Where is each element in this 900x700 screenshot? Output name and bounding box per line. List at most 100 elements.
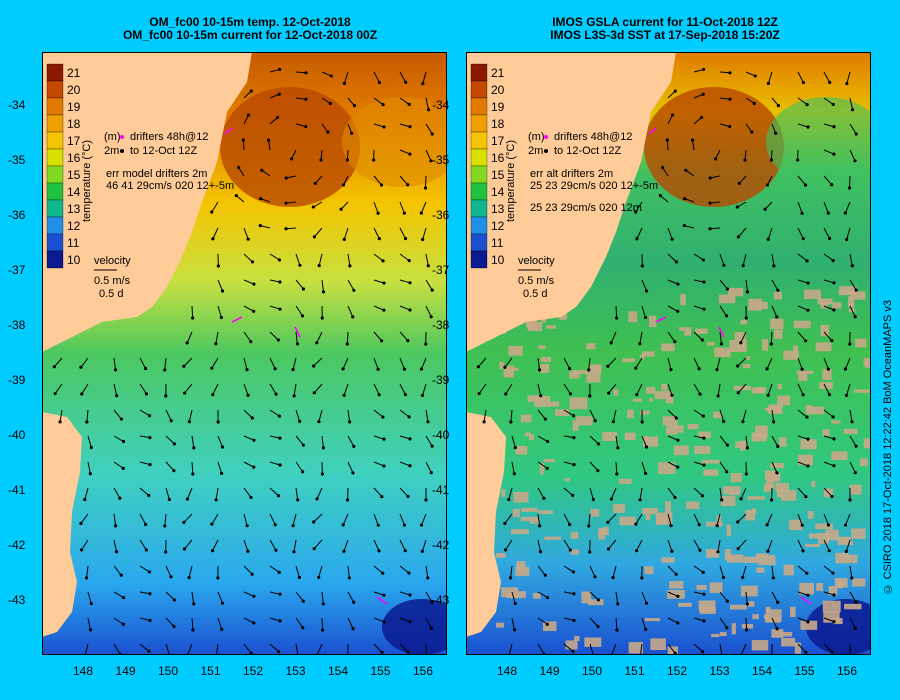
current-vector bbox=[771, 305, 778, 318]
current-vector bbox=[693, 487, 703, 497]
current-vector bbox=[343, 383, 349, 396]
current-vector-head bbox=[568, 392, 573, 396]
current-vector bbox=[767, 383, 773, 396]
current-vector-head bbox=[119, 417, 124, 421]
current-vector bbox=[477, 357, 487, 368]
current-vector-head bbox=[172, 624, 176, 629]
current-vector bbox=[589, 565, 596, 578]
cloud-mask bbox=[512, 508, 520, 518]
current-vector-head bbox=[342, 549, 346, 553]
drifter-legend: (m) drifters 48h@12 2m to 12-Oct 12Z err mod… bbox=[104, 131, 234, 192]
cloud-mask bbox=[686, 501, 700, 510]
current-vector-head bbox=[278, 67, 282, 72]
current-vector-head bbox=[121, 622, 125, 626]
current-vector-head bbox=[725, 599, 729, 603]
current-vector bbox=[188, 565, 193, 578]
current-vector bbox=[191, 435, 195, 448]
current-vector bbox=[719, 123, 730, 128]
current-vector bbox=[399, 175, 409, 186]
current-vector bbox=[269, 409, 280, 417]
current-vector bbox=[823, 383, 830, 395]
current-vector bbox=[823, 487, 833, 497]
current-vector bbox=[738, 175, 747, 184]
current-vector bbox=[399, 487, 409, 497]
cloud-mask bbox=[835, 552, 849, 564]
cloud-mask bbox=[574, 635, 580, 642]
current-vector-head bbox=[850, 420, 854, 424]
current-vector bbox=[373, 643, 383, 653]
cloud-mask bbox=[807, 511, 814, 519]
current-vector-head bbox=[741, 419, 745, 424]
current-vector-head bbox=[430, 444, 434, 448]
current-vector-head bbox=[713, 157, 718, 161]
current-vector bbox=[823, 305, 835, 311]
current-vector-head bbox=[214, 342, 218, 346]
cloud-mask bbox=[838, 289, 856, 295]
current-vector bbox=[846, 227, 851, 240]
current-vector-head bbox=[750, 130, 754, 134]
cloud-mask bbox=[511, 367, 519, 371]
current-vector bbox=[709, 227, 721, 230]
cloud-mask bbox=[864, 363, 871, 368]
current-vector bbox=[823, 253, 834, 262]
current-vector-head bbox=[804, 339, 808, 343]
current-vector bbox=[347, 435, 355, 447]
current-vector bbox=[295, 435, 304, 446]
current-vector bbox=[849, 435, 857, 447]
velocity-title: velocity bbox=[518, 255, 555, 267]
colorbar-swatch bbox=[46, 250, 64, 269]
current-vector bbox=[745, 123, 753, 133]
cloud-mask bbox=[680, 294, 686, 306]
current-vector bbox=[399, 513, 405, 526]
current-vector bbox=[636, 227, 643, 239]
cloud-mask bbox=[503, 365, 514, 378]
cloud-mask bbox=[755, 553, 769, 558]
current-vector-head bbox=[408, 308, 412, 312]
current-vector bbox=[269, 591, 281, 595]
current-vector-head bbox=[690, 138, 695, 142]
current-vector bbox=[797, 175, 806, 186]
current-vector bbox=[537, 461, 548, 469]
current-vector bbox=[607, 357, 617, 367]
cloud-mask bbox=[817, 532, 829, 544]
cloud-mask bbox=[765, 609, 782, 622]
current-vector-head bbox=[182, 547, 187, 551]
current-vector-head bbox=[697, 523, 701, 527]
current-vector bbox=[165, 617, 175, 627]
current-vector bbox=[719, 487, 723, 500]
cloud-mask bbox=[820, 324, 829, 337]
current-vector bbox=[59, 409, 63, 422]
cloud-mask bbox=[783, 564, 794, 576]
current-vector-head bbox=[382, 464, 386, 468]
current-vector-head bbox=[278, 619, 282, 623]
current-vector-head bbox=[380, 339, 384, 343]
current-vector bbox=[508, 487, 513, 500]
current-vector-head bbox=[382, 620, 386, 624]
current-vector-head bbox=[509, 420, 513, 424]
current-vector bbox=[211, 513, 219, 525]
current-vector-head bbox=[763, 207, 767, 211]
current-vector-head bbox=[312, 520, 316, 524]
colorbar-swatch bbox=[470, 114, 488, 133]
cloud-mask bbox=[773, 329, 783, 339]
current-vector bbox=[217, 435, 223, 448]
cloud-mask bbox=[779, 437, 787, 447]
current-vector-head bbox=[765, 367, 769, 371]
current-vector-head bbox=[847, 186, 852, 190]
current-vector-head bbox=[596, 624, 600, 629]
current-vector-head bbox=[596, 442, 601, 446]
current-vector bbox=[478, 383, 487, 394]
longitude-tick: 152 bbox=[667, 664, 688, 678]
current-vector-head bbox=[545, 466, 549, 470]
current-vector bbox=[797, 71, 804, 83]
current-vector bbox=[347, 461, 354, 474]
cloud-mask bbox=[590, 509, 600, 517]
current-vector-head bbox=[274, 392, 278, 396]
current-vector-head bbox=[736, 235, 741, 239]
current-vector-head bbox=[776, 104, 781, 108]
current-vector-head bbox=[430, 288, 434, 292]
colorbar-swatch bbox=[470, 250, 488, 269]
left-panel-title: OM_fc00 10-15m temp. 12-Oct-2018 OM_fc00… bbox=[60, 16, 440, 42]
current-vector bbox=[766, 357, 773, 370]
current-vector-head bbox=[720, 498, 724, 502]
